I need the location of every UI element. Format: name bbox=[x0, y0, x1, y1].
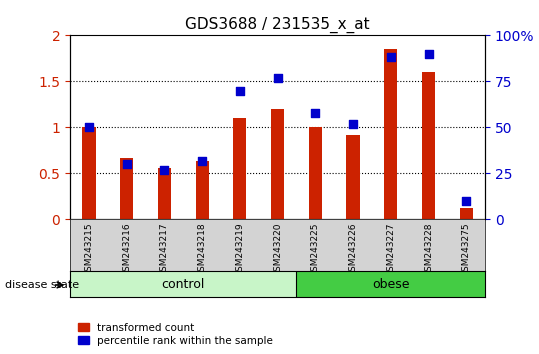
Point bbox=[198, 158, 206, 164]
Text: GSM243220: GSM243220 bbox=[273, 222, 282, 276]
Bar bbox=[460, 207, 473, 219]
Text: GSM243227: GSM243227 bbox=[386, 222, 395, 276]
Text: GSM243218: GSM243218 bbox=[198, 222, 206, 277]
Bar bbox=[70, 271, 296, 297]
Title: GDS3688 / 231535_x_at: GDS3688 / 231535_x_at bbox=[185, 16, 370, 33]
Text: GSM243219: GSM243219 bbox=[236, 222, 244, 277]
Point bbox=[462, 198, 471, 204]
Text: GSM243216: GSM243216 bbox=[122, 222, 131, 277]
Bar bbox=[271, 109, 284, 219]
Point bbox=[349, 121, 357, 127]
Point bbox=[122, 161, 131, 167]
Text: GSM243225: GSM243225 bbox=[311, 222, 320, 276]
Bar bbox=[82, 127, 95, 219]
Bar bbox=[196, 161, 209, 219]
Bar bbox=[233, 118, 246, 219]
Point bbox=[160, 167, 169, 173]
Text: GSM243215: GSM243215 bbox=[85, 222, 93, 277]
Point bbox=[85, 125, 93, 130]
Point bbox=[424, 51, 433, 57]
Text: disease state: disease state bbox=[5, 280, 80, 290]
Bar bbox=[120, 158, 133, 219]
Text: GSM243217: GSM243217 bbox=[160, 222, 169, 277]
Legend: transformed count, percentile rank within the sample: transformed count, percentile rank withi… bbox=[75, 319, 276, 349]
Text: obese: obese bbox=[372, 278, 410, 291]
Text: control: control bbox=[162, 278, 205, 291]
Point bbox=[386, 55, 395, 60]
Point bbox=[311, 110, 320, 115]
Text: GSM243275: GSM243275 bbox=[462, 222, 471, 277]
Point bbox=[236, 88, 244, 93]
Text: GSM243228: GSM243228 bbox=[424, 222, 433, 276]
Bar bbox=[296, 271, 485, 297]
Bar bbox=[422, 72, 435, 219]
Bar bbox=[309, 127, 322, 219]
Bar bbox=[384, 49, 397, 219]
Bar bbox=[347, 135, 360, 219]
Point bbox=[273, 75, 282, 81]
Bar bbox=[158, 168, 171, 219]
Text: GSM243226: GSM243226 bbox=[349, 222, 357, 276]
